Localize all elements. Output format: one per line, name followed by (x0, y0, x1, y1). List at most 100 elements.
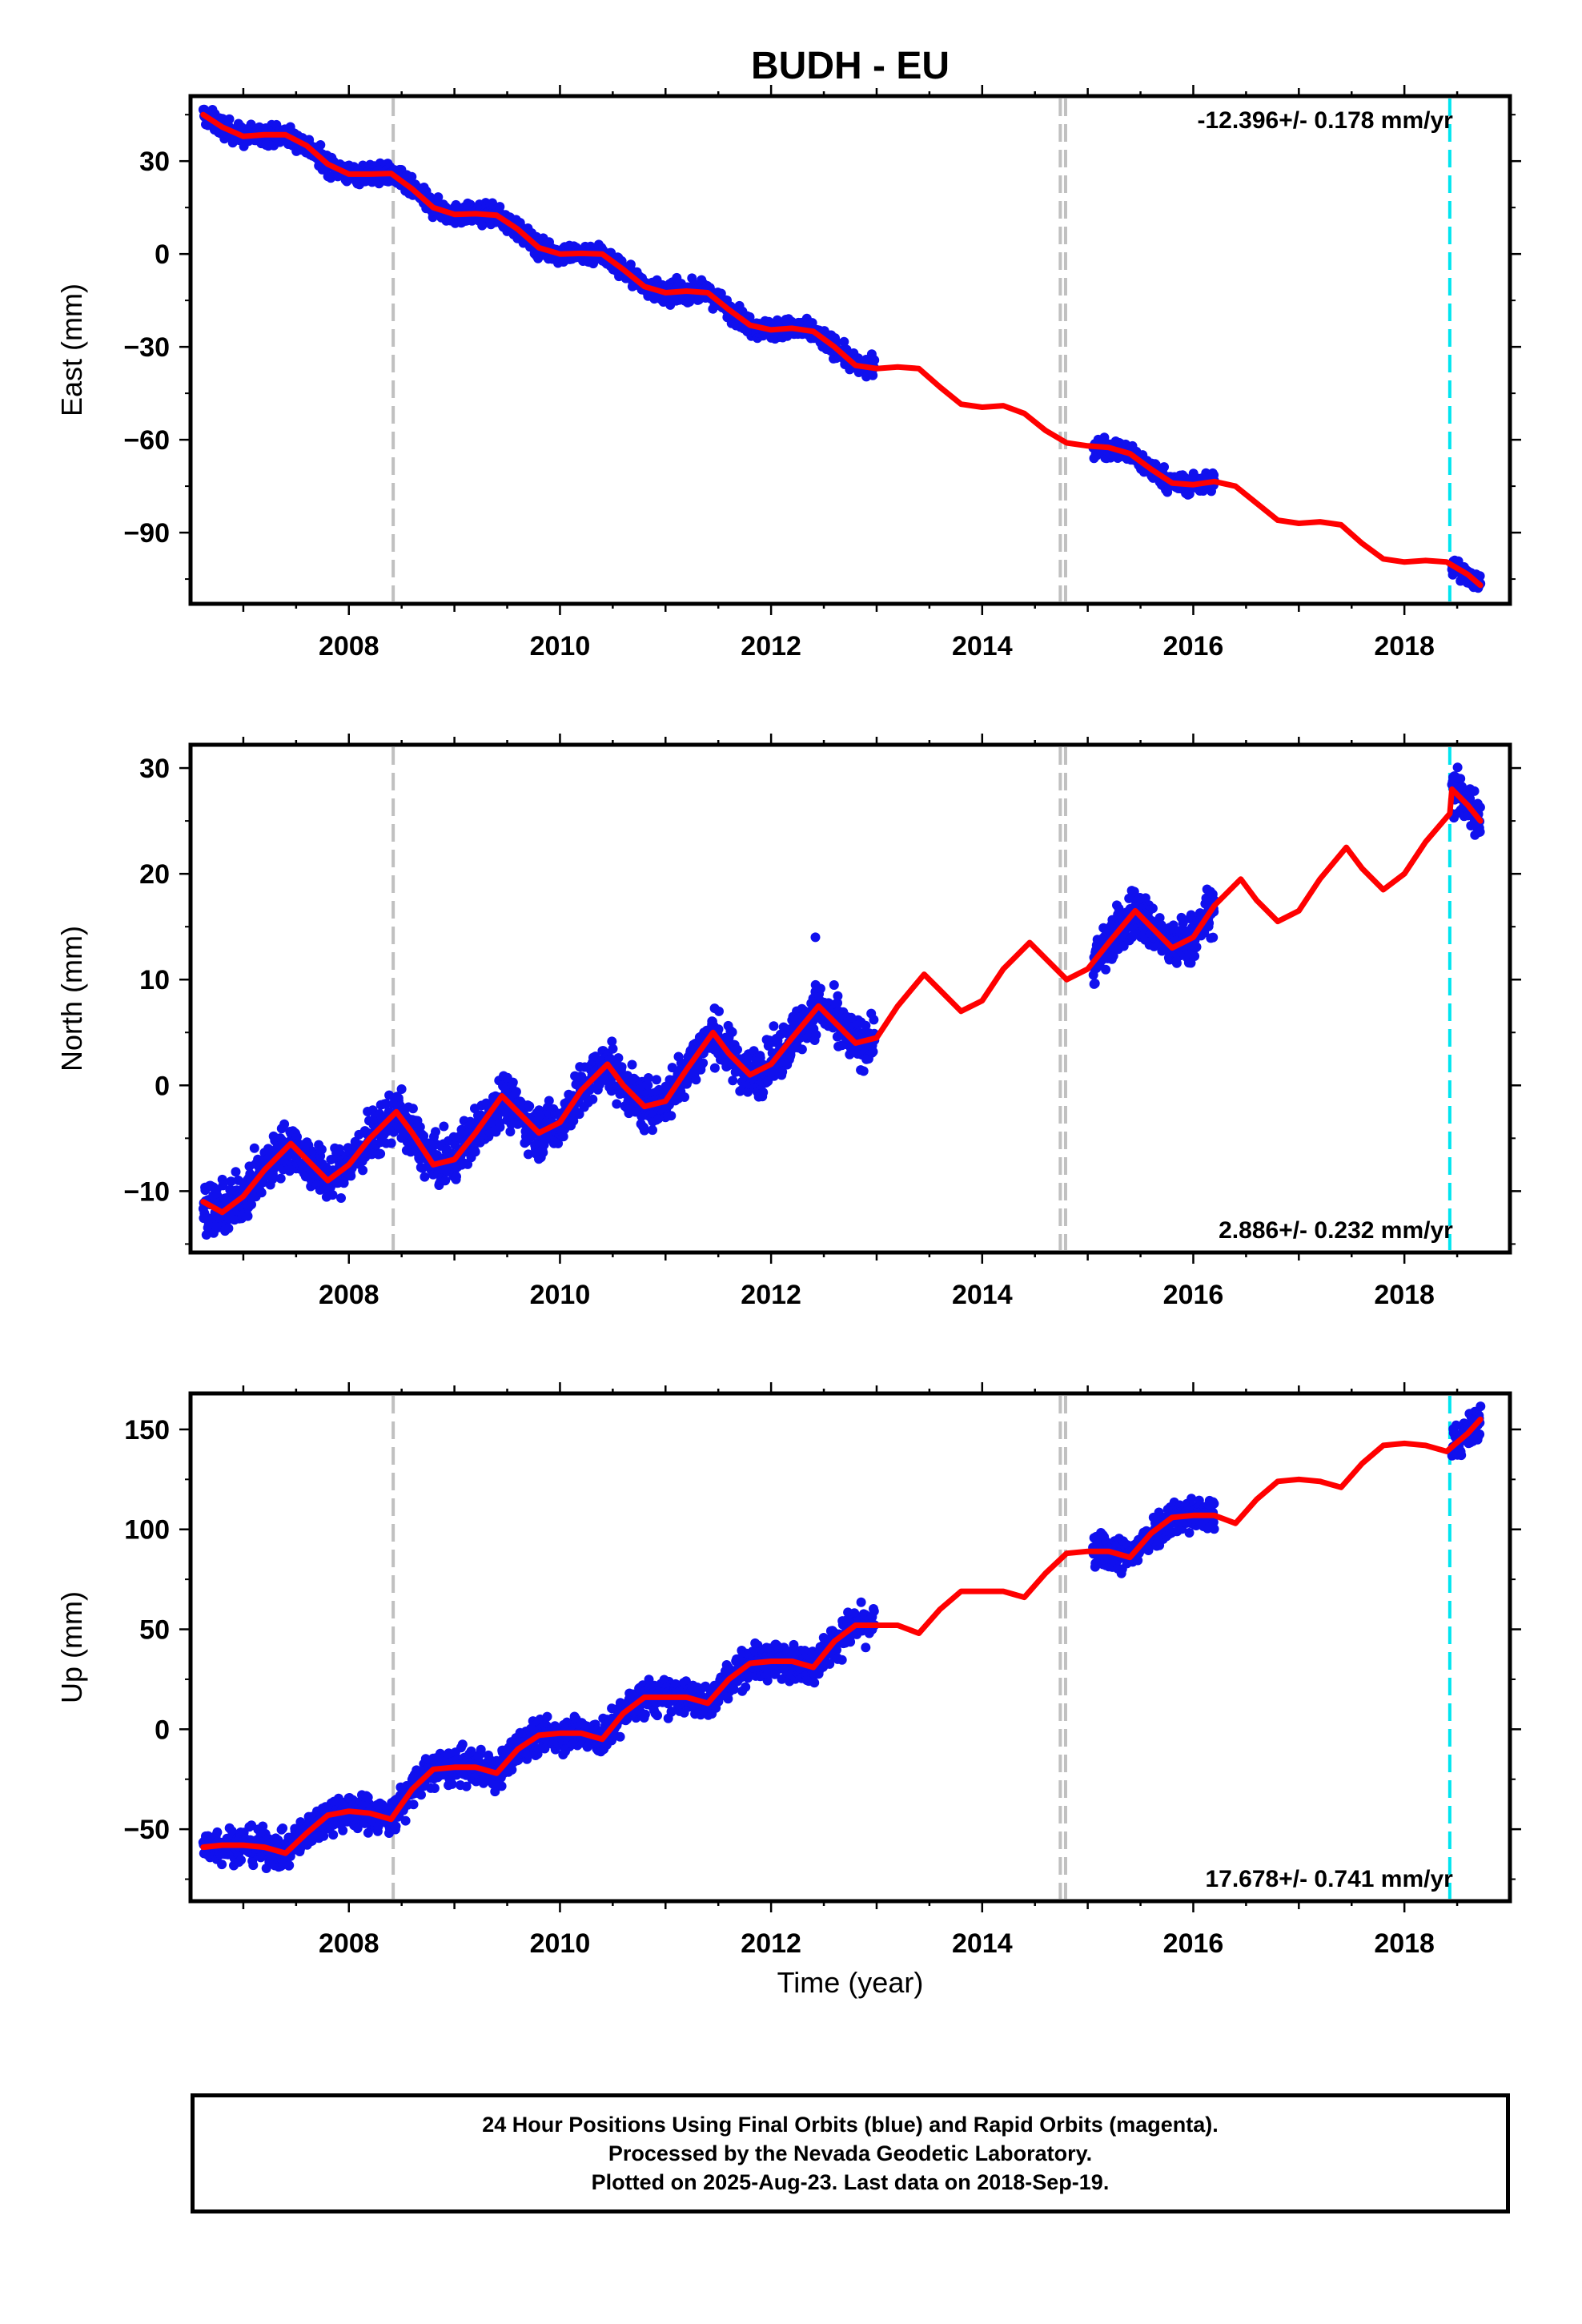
y-tick-label: −10 (123, 1176, 170, 1207)
data-point (523, 1149, 533, 1160)
data-point (588, 1094, 598, 1104)
data-point (431, 1127, 440, 1137)
x-tick-label: 2010 (530, 631, 591, 661)
data-point (346, 1171, 356, 1181)
data-point (538, 1148, 548, 1158)
data-point (495, 1122, 505, 1132)
data-point (396, 1084, 407, 1094)
data-point (666, 1111, 677, 1121)
data-point (420, 1172, 430, 1182)
data-point (490, 1787, 500, 1797)
x-tick-label: 2008 (319, 631, 379, 661)
data-point (815, 983, 825, 994)
data-point (224, 114, 235, 124)
data-point (625, 259, 636, 270)
data-point (680, 1092, 689, 1102)
data-point (508, 1077, 518, 1088)
data-point (247, 1200, 256, 1210)
data-point (328, 1830, 339, 1840)
data-point (1190, 951, 1200, 961)
data-point (524, 1101, 535, 1112)
data-point (574, 1109, 584, 1120)
data-point (698, 1058, 709, 1068)
data-point (278, 1823, 288, 1833)
data-point (558, 1132, 568, 1142)
north-panel: 2008 2010 2012 2014 2016 20183020100−10North … (55, 734, 1521, 1310)
data-point (236, 1855, 246, 1865)
data-point (643, 1080, 653, 1091)
data-point (728, 1076, 738, 1086)
data-point (868, 370, 878, 380)
data-point (691, 1075, 701, 1085)
data-point (616, 1062, 627, 1072)
data-point (607, 1036, 617, 1047)
y-tick-label: 0 (155, 239, 170, 270)
data-point (433, 192, 444, 203)
data-point (1129, 887, 1139, 897)
y-tick-label: 30 (139, 754, 170, 784)
model-curve (200, 786, 1484, 1216)
data-point (648, 1125, 657, 1136)
data-point (217, 1860, 227, 1870)
data-point (869, 355, 880, 365)
data-point (358, 1165, 368, 1176)
data-point (608, 1043, 618, 1054)
data-point (439, 1121, 449, 1132)
data-point (1101, 964, 1111, 975)
outlier-point (810, 932, 821, 943)
data-point (496, 1781, 507, 1791)
data-point (386, 1138, 396, 1148)
x-tick-label: 2010 (530, 1280, 591, 1310)
data-point (1457, 782, 1467, 792)
data-point (667, 1063, 677, 1073)
data-point (336, 1193, 346, 1203)
data-point (777, 1067, 788, 1077)
y-tick-label: −30 (123, 332, 170, 363)
data-point (833, 998, 842, 1008)
y-tick-label: 20 (139, 859, 170, 890)
data-point (258, 1821, 268, 1831)
data-point (415, 1122, 425, 1132)
data-point (1208, 932, 1219, 943)
data-point (457, 1739, 468, 1750)
data-point (713, 1024, 724, 1035)
data-point (858, 1066, 869, 1076)
data-point (833, 991, 843, 1001)
data-point (505, 1127, 516, 1137)
data-point (256, 1188, 267, 1198)
data-point (284, 1860, 295, 1871)
data-point (714, 1006, 724, 1016)
y-tick-label: 10 (139, 965, 170, 995)
data-point (391, 1821, 401, 1831)
data-point (218, 1180, 228, 1191)
data-point (727, 1027, 737, 1037)
data-point (231, 1167, 241, 1177)
x-tick-label: 2018 (1374, 631, 1435, 661)
data-point (417, 1163, 428, 1173)
data-point (319, 1831, 329, 1841)
data-point (627, 1059, 637, 1070)
data-point (861, 1020, 871, 1031)
data-point (769, 1021, 779, 1031)
data-points (198, 762, 1485, 1240)
data-point (652, 1075, 661, 1085)
data-point (408, 1799, 419, 1810)
x-tick-label: 2014 (952, 1280, 1013, 1310)
data-point (375, 1148, 386, 1159)
data-point (1159, 462, 1169, 472)
data-point (304, 135, 315, 145)
x-tick-label: 2014 (952, 631, 1013, 661)
data-point (1154, 913, 1165, 923)
data-point (408, 1104, 418, 1114)
data-point (1475, 571, 1485, 581)
data-point (1108, 951, 1118, 961)
plot-frame (188, 94, 1512, 606)
data-point (797, 1044, 807, 1055)
data-point (226, 1176, 236, 1187)
data-point (400, 1815, 411, 1826)
data-point (381, 1099, 391, 1109)
data-point (1469, 786, 1480, 796)
data-point (639, 1125, 649, 1136)
data-point (868, 1047, 878, 1057)
data-point (201, 1230, 211, 1240)
